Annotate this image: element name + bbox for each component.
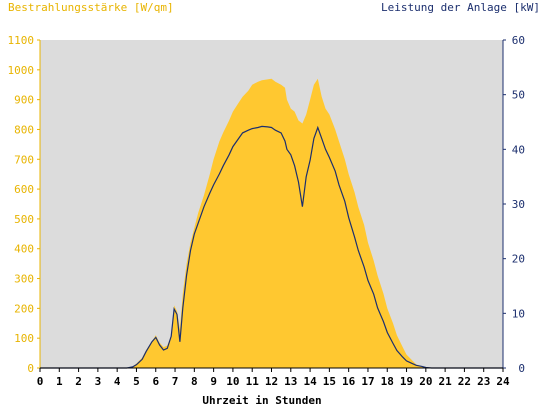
x-tick-label: 1 <box>56 375 63 388</box>
x-tick-label: 15 <box>323 375 336 388</box>
x-tick-label: 2 <box>75 375 82 388</box>
left-tick-label: 1000 <box>8 64 35 77</box>
left-axis-title: Bestrahlungsstärke [W/qm] <box>8 1 174 14</box>
right-tick-label: 50 <box>512 89 525 102</box>
left-tick-label: 400 <box>14 243 34 256</box>
series-layer <box>40 78 503 369</box>
x-tick-label: 23 <box>477 375 490 388</box>
x-tick-label: 22 <box>458 375 471 388</box>
x-tick-label: 3 <box>95 375 102 388</box>
left-tick-label: 800 <box>14 123 34 136</box>
right-tick-label: 30 <box>512 198 525 211</box>
x-tick-label: 24 <box>496 375 510 388</box>
x-tick-label: 6 <box>152 375 159 388</box>
left-tick-label: 600 <box>14 183 34 196</box>
x-tick-label: 18 <box>381 375 394 388</box>
left-axis-ticks: 0 100 200 300 400 500 600 700 800 900 1000 1100 <box>8 34 40 375</box>
x-tick-label: 16 <box>342 375 356 388</box>
x-axis-ticks: 0 1 2 3 4 5 6 7 8 9 10 11 12 13 14 15 16 17 18 19 20 21 22 23 24 <box>37 368 510 388</box>
x-tick-label: 20 <box>419 375 432 388</box>
x-tick-label: 9 <box>210 375 217 388</box>
x-axis-label: Uhrzeit in Stunden <box>202 394 321 407</box>
x-tick-label: 7 <box>172 375 179 388</box>
right-tick-label: 40 <box>512 143 525 156</box>
right-tick-label: 10 <box>512 307 525 320</box>
left-tick-label: 100 <box>14 332 34 345</box>
right-axis-title: Leistung der Anlage [kW] <box>381 1 540 14</box>
power-line <box>40 125 503 369</box>
x-tick-label: 10 <box>226 375 239 388</box>
right-tick-label: 60 <box>512 34 525 47</box>
x-tick-label: 17 <box>361 375 374 388</box>
x-tick-label: 5 <box>133 375 140 388</box>
x-tick-label: 19 <box>400 375 413 388</box>
x-tick-label: 12 <box>265 375 278 388</box>
left-tick-label: 1100 <box>8 34 35 47</box>
left-tick-label: 500 <box>14 213 34 226</box>
left-tick-label: 900 <box>14 94 34 107</box>
x-tick-label: 8 <box>191 375 198 388</box>
right-tick-label: 20 <box>512 253 525 266</box>
x-tick-label: 11 <box>246 375 260 388</box>
x-tick-label: 21 <box>439 375 453 388</box>
left-tick-label: 0 <box>27 362 34 375</box>
left-tick-label: 300 <box>14 273 34 286</box>
x-tick-label: 13 <box>284 375 297 388</box>
right-axis-ticks: 0 10 20 30 40 50 60 <box>503 34 525 375</box>
left-tick-label: 200 <box>14 302 34 315</box>
left-tick-label: 700 <box>14 153 34 166</box>
irradiance-area <box>40 78 503 369</box>
x-tick-label: 4 <box>114 375 121 388</box>
right-tick-label: 0 <box>518 362 525 375</box>
x-tick-label: 0 <box>37 375 44 388</box>
x-tick-label: 14 <box>303 375 317 388</box>
